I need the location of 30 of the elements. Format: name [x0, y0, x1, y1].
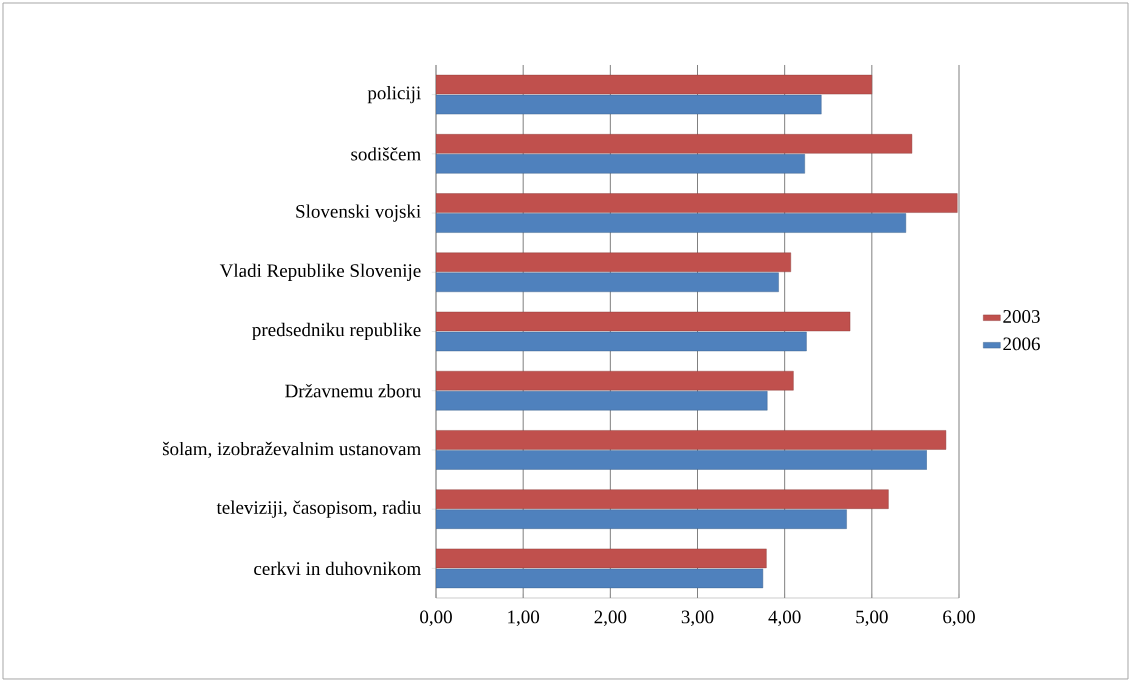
- y-tick-label: cerkvi in duhovnikom: [254, 561, 421, 576]
- legend-label: 2006: [1003, 337, 1040, 351]
- y-tick-label: šolam, izobraževalnim ustanovam: [162, 441, 421, 459]
- bar: [436, 489, 889, 509]
- bar: [436, 193, 958, 213]
- bar: [436, 371, 794, 391]
- y-tick-label: televiziji, časopisom, radiu: [216, 500, 421, 518]
- x-tick-label: 5,00: [856, 610, 888, 627]
- x-tick-label: 3,00: [681, 610, 714, 627]
- bar: [436, 252, 791, 272]
- x-tick-label: 1,00: [508, 610, 540, 627]
- x-tick-label: 6,00: [943, 610, 975, 627]
- bar: [436, 430, 947, 450]
- x-tick-label: 4,00: [768, 610, 801, 627]
- bar: [436, 272, 779, 292]
- y-tick-label: predsedniku republike: [252, 322, 421, 341]
- bar: [436, 213, 907, 233]
- x-tick-label: 2,00: [594, 610, 627, 627]
- bar: [436, 450, 927, 470]
- y-tick-label: policiji: [367, 85, 421, 104]
- y-tick-label: Vladi Republike Slovenije: [219, 263, 421, 281]
- bar: [436, 154, 805, 174]
- bar: [436, 134, 913, 154]
- y-tick-label: Državnemu zboru: [285, 384, 421, 398]
- x-tick-label: 0,00: [420, 610, 452, 627]
- bar: [436, 391, 768, 411]
- legend-label: 2003: [1003, 310, 1040, 323]
- bar: [436, 509, 847, 529]
- y-tick-label: Slovenski vojski: [296, 204, 421, 222]
- y-tick-label: sodiščem: [351, 147, 421, 161]
